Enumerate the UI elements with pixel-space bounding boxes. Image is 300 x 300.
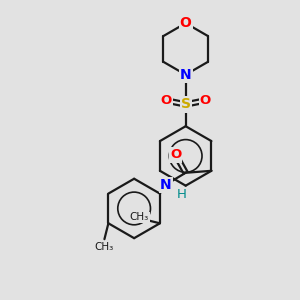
Text: S: S: [181, 98, 191, 111]
Text: H: H: [177, 188, 187, 201]
Text: O: O: [180, 16, 192, 30]
Text: O: O: [160, 94, 172, 107]
Text: CH₃: CH₃: [129, 212, 149, 222]
Text: O: O: [170, 148, 182, 161]
Text: N: N: [160, 178, 172, 192]
Text: N: N: [180, 68, 191, 82]
Text: O: O: [200, 94, 211, 107]
Text: CH₃: CH₃: [95, 242, 114, 252]
